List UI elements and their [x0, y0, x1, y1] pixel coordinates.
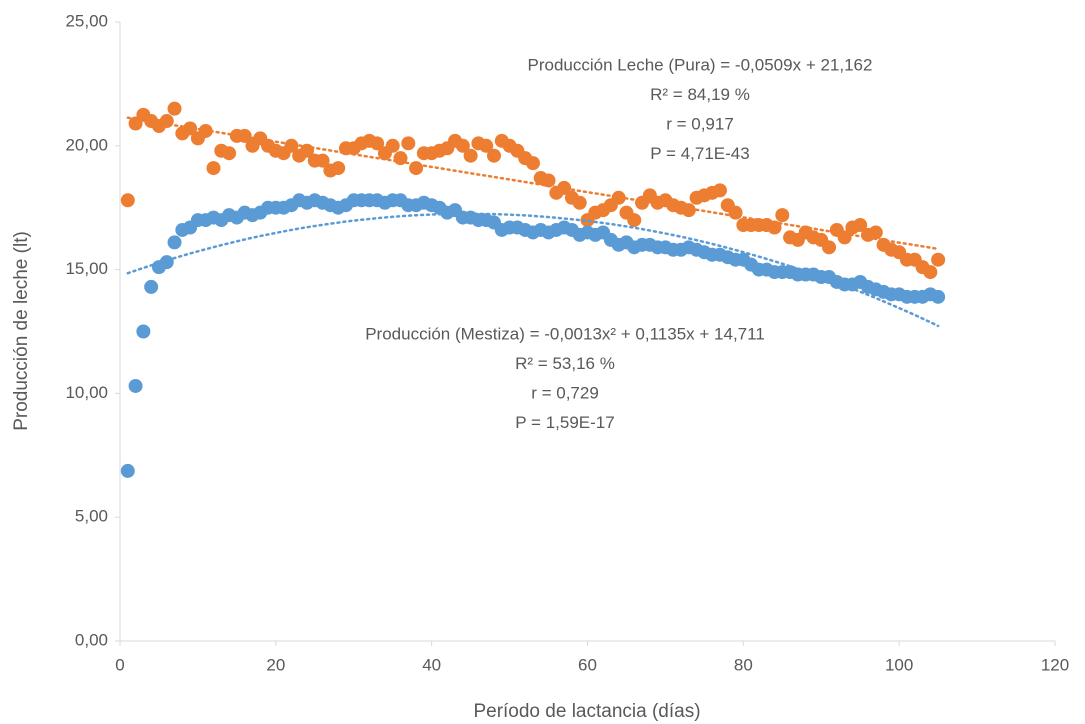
- point: [401, 136, 416, 151]
- point: [923, 265, 938, 280]
- y-tick-label: 5,00: [75, 507, 108, 526]
- y-tick-label: 25,00: [65, 11, 108, 30]
- point: [525, 156, 540, 171]
- point: [455, 138, 470, 153]
- annotation: Producción (Mestiza) = -0,0013x² + 0,113…: [365, 324, 765, 343]
- point: [120, 463, 135, 478]
- annotation: R² = 84,19 %: [650, 85, 750, 104]
- point: [370, 136, 385, 151]
- x-tick-label: 60: [578, 655, 597, 674]
- point: [463, 148, 478, 163]
- point: [572, 195, 587, 210]
- x-tick-label: 0: [115, 655, 124, 674]
- point: [931, 252, 946, 267]
- point: [315, 153, 330, 168]
- point: [128, 378, 143, 393]
- y-tick-label: 20,00: [65, 135, 108, 154]
- annotation: r = 0,729: [531, 383, 599, 402]
- annotation: P = 1,59E-17: [515, 413, 614, 432]
- point: [159, 114, 174, 129]
- point: [136, 324, 151, 339]
- point: [206, 161, 221, 176]
- point: [385, 138, 400, 153]
- trendline: [126, 116, 940, 251]
- point: [541, 173, 556, 188]
- point: [144, 279, 159, 294]
- y-tick-label: 10,00: [65, 383, 108, 402]
- annotation: R² = 53,16 %: [515, 354, 615, 373]
- point: [183, 121, 198, 136]
- point: [331, 161, 346, 176]
- point: [222, 146, 237, 161]
- point: [167, 235, 182, 250]
- point: [627, 213, 642, 228]
- point: [681, 203, 696, 218]
- point: [487, 148, 501, 163]
- point: [557, 180, 572, 195]
- point: [775, 208, 790, 223]
- x-tick-label: 100: [885, 655, 913, 674]
- point: [822, 240, 837, 255]
- point: [868, 225, 883, 240]
- y-axis-label: Producción de leche (lt): [11, 231, 32, 431]
- point: [237, 128, 252, 143]
- trendline: [126, 212, 940, 328]
- point: [712, 183, 727, 198]
- point: [931, 289, 946, 304]
- annotation: r = 0,917: [666, 114, 734, 133]
- y-tick-label: 0,00: [75, 630, 108, 649]
- point: [853, 218, 868, 233]
- annotation: P = 4,71E-43: [650, 144, 749, 163]
- y-tick-label: 15,00: [65, 259, 108, 278]
- point: [120, 193, 135, 208]
- x-axis-label: Período de lactancia (días): [473, 701, 700, 722]
- x-tick-label: 80: [734, 655, 753, 674]
- point: [284, 138, 299, 153]
- x-tick-label: 120: [1041, 655, 1069, 674]
- annotation: Producción Leche (Pura) = -0,0509x + 21,…: [528, 55, 873, 74]
- x-tick-label: 20: [266, 655, 285, 674]
- x-tick-label: 40: [422, 655, 441, 674]
- point: [167, 101, 182, 116]
- point: [767, 220, 782, 235]
- point: [479, 138, 494, 153]
